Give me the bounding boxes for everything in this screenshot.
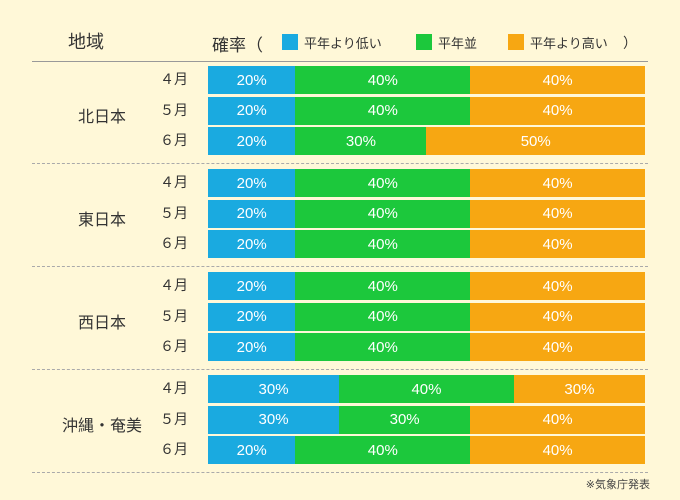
bar-row: ４月 20% 40% 40% <box>0 169 680 197</box>
region-column-header: 地域 <box>68 32 104 53</box>
bar-segment-above: 40% <box>470 169 645 197</box>
bar-segment-above: 40% <box>470 96 645 125</box>
month-label: ５月 <box>160 411 188 428</box>
stacked-bar: 30% 30% 40% <box>208 405 645 434</box>
legend-swatch-below <box>282 34 298 50</box>
legend-label-above: 平年より高い <box>530 36 608 52</box>
bar-segment-normal: 40% <box>295 66 471 94</box>
bar-segment-below: 20% <box>208 169 296 197</box>
stacked-bar: 20% 40% 40% <box>208 96 645 125</box>
bar-segment-normal: 40% <box>295 302 471 331</box>
legend-item-below: 平年より低い <box>282 33 382 52</box>
stacked-bar: 20% 40% 40% <box>208 272 645 300</box>
bar-row: ５月 30% 30% 40% <box>0 405 680 434</box>
bar-segment-below: 30% <box>208 405 340 434</box>
month-label: ４月 <box>160 381 188 397</box>
legend-item-above: 平年より高い <box>508 33 608 52</box>
region-label: 東日本 <box>77 209 126 229</box>
month-label: ６月 <box>160 236 188 252</box>
region-divider <box>32 266 648 267</box>
bar-segment-below: 20% <box>208 272 296 300</box>
legend-item-normal: 平年並 <box>416 33 478 52</box>
chart-header: 地域 確率（ 平年より低い 平年並 平年より高い ） <box>0 0 680 62</box>
stacked-bar: 20% 40% 40% <box>208 436 645 464</box>
bar-segment-normal: 40% <box>295 436 471 464</box>
bar-segment-normal: 30% <box>339 405 471 434</box>
bar-segment-normal: 40% <box>295 230 471 258</box>
bar-segment-above: 40% <box>470 333 645 361</box>
stacked-bar: 20% 40% 40% <box>208 66 645 94</box>
stacked-bar: 20% 40% 40% <box>208 230 645 258</box>
bar-row: ６月 20% 30% 50% <box>0 127 680 155</box>
bar-row: ５月 20% 40% 40% <box>0 96 680 125</box>
legend-label-normal: 平年並 <box>438 36 478 52</box>
month-label: ４月 <box>160 72 188 88</box>
month-label: ５月 <box>160 205 188 222</box>
bar-row: ４月 30% 40% 30% <box>0 375 680 403</box>
region-label: 西日本 <box>77 312 126 332</box>
month-label: ４月 <box>160 278 188 294</box>
month-label: ６月 <box>160 133 188 149</box>
region-label: 沖縄・奄美 <box>61 415 142 435</box>
probability-close-paren: ） <box>623 36 637 52</box>
bar-row: ６月 20% 40% 40% <box>0 230 680 258</box>
bar-segment-below: 20% <box>208 66 296 94</box>
probability-header: 確率（ <box>212 36 263 56</box>
bar-segment-above: 40% <box>470 436 645 464</box>
bar-segment-below: 20% <box>208 302 296 331</box>
month-label: ６月 <box>160 442 188 458</box>
legend-swatch-above <box>508 34 524 50</box>
bar-segment-normal: 40% <box>295 96 471 125</box>
bar-segment-below: 30% <box>208 375 340 403</box>
legend-swatch-normal <box>416 34 432 50</box>
bar-segment-below: 20% <box>208 127 296 155</box>
bar-segment-above: 40% <box>470 199 645 228</box>
bar-segment-above: 40% <box>470 272 645 300</box>
source-note: ※気象庁発表 <box>585 478 650 491</box>
month-label: ５月 <box>160 102 188 119</box>
month-label: ５月 <box>160 308 188 325</box>
bar-segment-normal: 40% <box>295 199 471 228</box>
region-label: 北日本 <box>77 106 126 126</box>
bar-segment-below: 20% <box>208 199 296 228</box>
header-divider <box>32 61 648 62</box>
bar-segment-above: 30% <box>513 375 645 403</box>
bar-segment-below: 20% <box>208 230 296 258</box>
bar-segment-normal: 40% <box>295 333 471 361</box>
bar-segment-above: 40% <box>470 66 645 94</box>
bar-segment-above: 40% <box>470 230 645 258</box>
bar-segment-below: 20% <box>208 436 296 464</box>
bar-segment-normal: 30% <box>295 127 427 155</box>
bar-row: ４月 20% 40% 40% <box>0 272 680 300</box>
month-label: ６月 <box>160 339 188 355</box>
stacked-bar: 20% 40% 40% <box>208 333 645 361</box>
stacked-bar: 20% 30% 50% <box>208 127 645 155</box>
bar-segment-above: 40% <box>470 405 645 434</box>
bar-segment-normal: 40% <box>339 375 514 403</box>
bar-segment-above: 40% <box>470 302 645 331</box>
bar-segment-below: 20% <box>208 96 296 125</box>
stacked-bar: 20% 40% 40% <box>208 302 645 331</box>
bar-segment-normal: 40% <box>295 169 471 197</box>
bar-segment-above: 50% <box>426 127 645 155</box>
month-label: ４月 <box>160 175 188 191</box>
bar-row: ５月 20% 40% 40% <box>0 199 680 228</box>
bar-segment-below: 20% <box>208 333 296 361</box>
stacked-bar: 20% 40% 40% <box>208 199 645 228</box>
stacked-bar: 30% 40% 30% <box>208 375 645 403</box>
bar-row: ５月 20% 40% 40% <box>0 302 680 331</box>
stacked-bar: 20% 40% 40% <box>208 169 645 197</box>
bar-row: ６月 20% 40% 40% <box>0 333 680 361</box>
bar-row: ６月 20% 40% 40% <box>0 436 680 464</box>
region-divider <box>32 369 648 370</box>
legend-label-below: 平年より低い <box>304 36 382 52</box>
bar-segment-normal: 40% <box>295 272 471 300</box>
region-divider <box>32 163 648 164</box>
region-divider <box>32 472 648 473</box>
bar-row: ４月 20% 40% 40% <box>0 66 680 94</box>
